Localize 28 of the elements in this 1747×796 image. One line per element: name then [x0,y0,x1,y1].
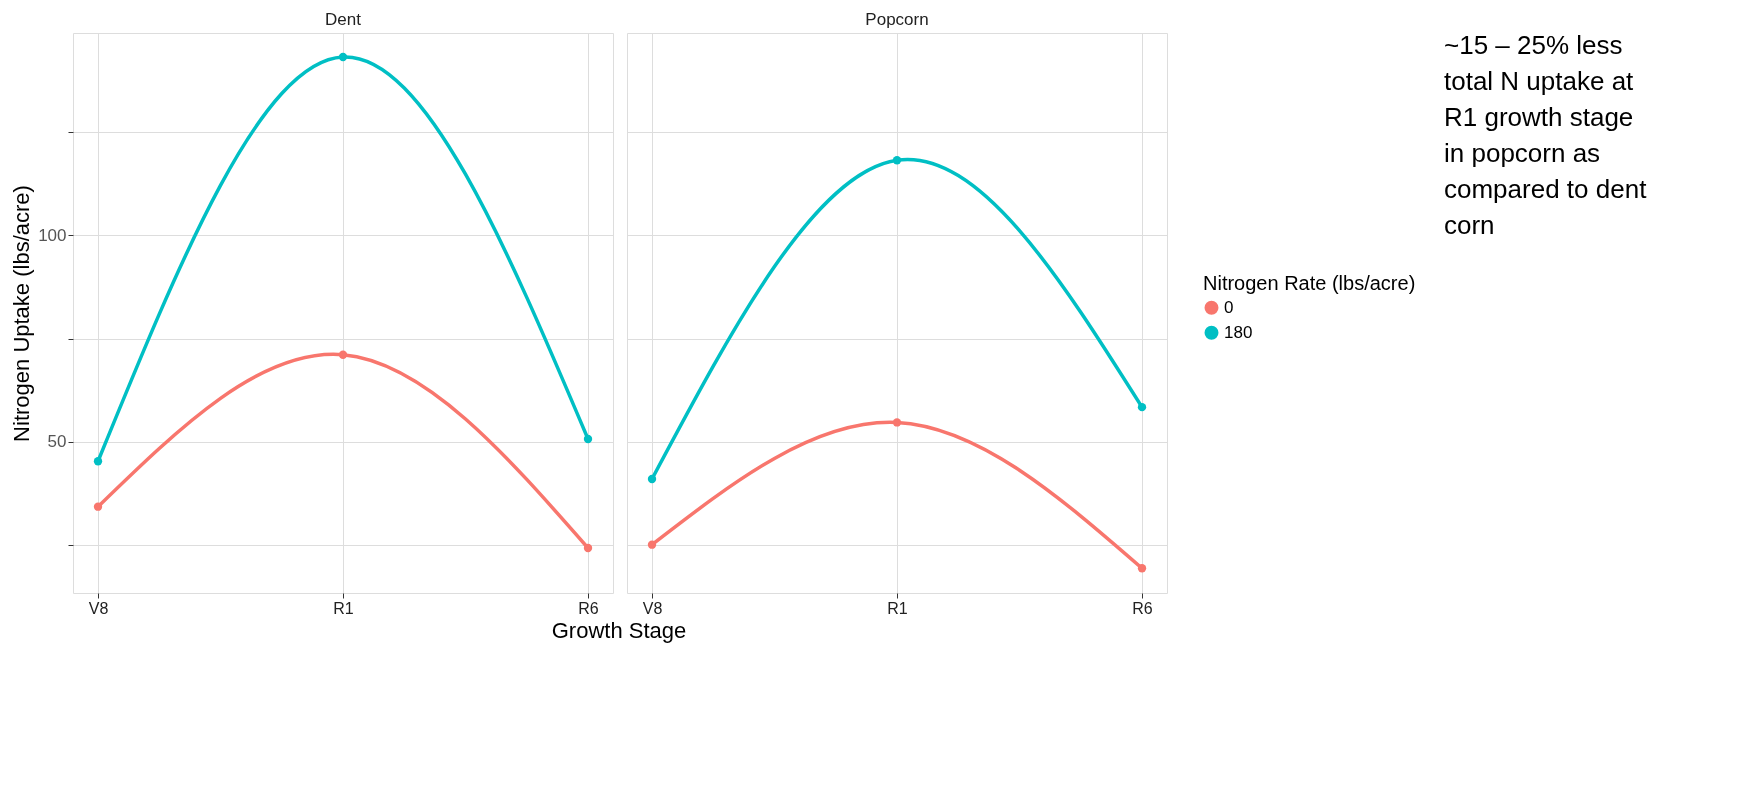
y-tick-label: 50 [47,432,67,452]
point [338,350,348,359]
chart-title: Dent [325,10,362,29]
point [93,502,103,511]
point [338,52,348,62]
x-axis-title: Growth Stage [551,618,687,643]
x-tick-label: R1 [887,599,908,617]
point [892,156,902,165]
y-tick-label: 100 [38,225,67,245]
point [583,543,593,553]
point [583,434,593,444]
point [647,540,657,549]
x-tick-label: R6 [1132,599,1153,617]
legend-label: 180 [1224,322,1253,342]
x-tick-label: V8 [642,599,663,617]
point [1137,402,1147,412]
chart-title: Popcorn [865,10,929,29]
legend-label: 0 [1224,297,1234,317]
x-tick-label: R1 [333,599,354,617]
point [892,418,902,427]
point [1137,564,1147,573]
y-axis-title: Nitrogen Uptake (lbs/acre) [9,185,35,442]
x-tick-label: V8 [88,599,109,617]
x-tick-label: R6 [578,599,599,617]
point [647,474,657,484]
text: ~15 – 25% less total N uptake at R1 growth stage in popcorn as compared to dent corn [1444,30,1648,240]
point [93,457,103,466]
legend-title: Nitrogen Rate (lbs/acre) [1203,272,1416,295]
